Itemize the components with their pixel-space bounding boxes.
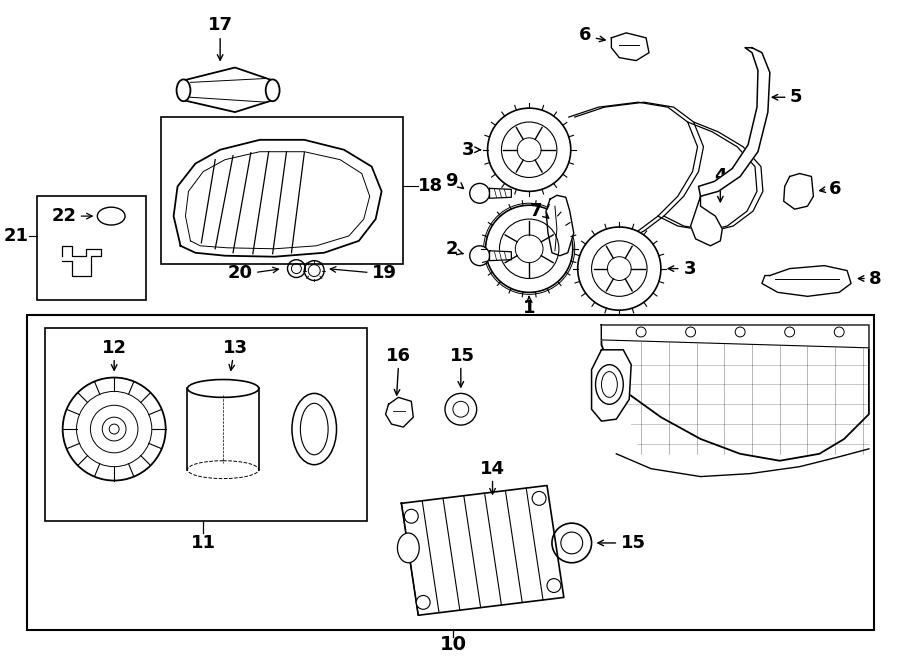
Circle shape	[785, 327, 795, 337]
Polygon shape	[490, 188, 511, 198]
Text: 7: 7	[529, 202, 542, 220]
Circle shape	[470, 246, 490, 266]
Text: 1: 1	[523, 299, 536, 317]
Circle shape	[636, 327, 646, 337]
Text: 14: 14	[480, 459, 505, 478]
Text: 16: 16	[386, 347, 411, 365]
Text: 12: 12	[102, 339, 127, 357]
Circle shape	[470, 183, 490, 203]
Text: 2: 2	[446, 240, 458, 258]
Text: 17: 17	[208, 16, 232, 34]
Text: 11: 11	[191, 534, 216, 552]
Polygon shape	[401, 486, 563, 615]
Ellipse shape	[561, 532, 582, 554]
Circle shape	[834, 327, 844, 337]
Text: 6: 6	[579, 26, 591, 44]
Circle shape	[578, 227, 661, 310]
Ellipse shape	[596, 365, 624, 405]
Ellipse shape	[453, 401, 469, 417]
Text: 9: 9	[446, 173, 458, 190]
Circle shape	[486, 205, 572, 292]
Ellipse shape	[552, 523, 591, 563]
Polygon shape	[174, 140, 382, 256]
Circle shape	[404, 509, 419, 523]
Polygon shape	[385, 397, 413, 427]
Text: 15: 15	[450, 347, 475, 365]
Polygon shape	[690, 196, 723, 246]
Bar	[27, 315, 874, 630]
Polygon shape	[187, 381, 259, 478]
Polygon shape	[591, 350, 631, 421]
Text: 3: 3	[684, 260, 697, 278]
Polygon shape	[490, 251, 511, 260]
Text: 22: 22	[52, 207, 76, 225]
Text: 21: 21	[4, 227, 29, 245]
Text: 13: 13	[222, 339, 248, 357]
Text: 6: 6	[829, 180, 842, 198]
Polygon shape	[184, 67, 273, 112]
Polygon shape	[784, 173, 814, 209]
Polygon shape	[698, 48, 770, 196]
Bar	[37, 196, 146, 300]
Polygon shape	[611, 33, 649, 61]
Circle shape	[532, 491, 546, 505]
Circle shape	[417, 596, 430, 609]
Ellipse shape	[398, 533, 419, 563]
Circle shape	[109, 424, 119, 434]
Bar	[45, 328, 366, 521]
Circle shape	[63, 377, 166, 481]
Ellipse shape	[601, 371, 617, 397]
Ellipse shape	[301, 403, 328, 455]
Polygon shape	[601, 325, 868, 348]
Text: 20: 20	[228, 264, 253, 282]
Circle shape	[686, 327, 696, 337]
Polygon shape	[546, 195, 573, 256]
Polygon shape	[762, 266, 851, 296]
Text: 3: 3	[463, 141, 474, 159]
Circle shape	[488, 108, 571, 191]
Ellipse shape	[176, 79, 191, 101]
Ellipse shape	[266, 79, 280, 101]
Polygon shape	[601, 325, 868, 461]
Circle shape	[547, 578, 561, 592]
Text: 15: 15	[621, 534, 646, 552]
Circle shape	[735, 327, 745, 337]
Text: 5: 5	[789, 89, 802, 106]
Ellipse shape	[187, 379, 259, 397]
Text: 8: 8	[868, 270, 881, 288]
Ellipse shape	[445, 393, 477, 425]
Text: 4: 4	[714, 167, 726, 186]
Text: 10: 10	[439, 635, 466, 654]
Text: 18: 18	[418, 177, 444, 196]
Bar	[161, 117, 403, 264]
Polygon shape	[62, 246, 102, 276]
Text: 19: 19	[372, 264, 397, 282]
Ellipse shape	[292, 393, 337, 465]
Ellipse shape	[187, 461, 259, 479]
